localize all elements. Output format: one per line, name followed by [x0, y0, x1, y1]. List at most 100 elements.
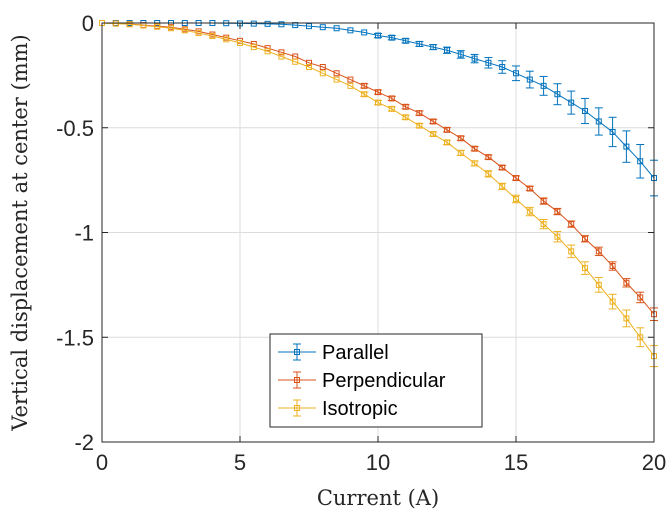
data-point [526, 185, 533, 192]
data-point [540, 221, 547, 228]
data-point [416, 110, 423, 117]
data-point [444, 139, 450, 146]
data-point [499, 164, 506, 171]
data-point [333, 76, 340, 83]
data-point [306, 23, 312, 30]
data-point [347, 27, 354, 34]
data-point [637, 294, 644, 301]
data-point [609, 128, 616, 135]
data-point [595, 281, 602, 288]
data-point [513, 175, 519, 182]
data-point [388, 95, 395, 102]
data-point [319, 70, 326, 77]
data-point [181, 27, 188, 34]
data-point [471, 160, 478, 167]
data-point [333, 25, 340, 32]
legend-item-isotropic: Isotropic [278, 398, 398, 420]
data-point [361, 82, 368, 89]
data-point [347, 82, 354, 89]
data-point [402, 37, 409, 44]
data-point [292, 58, 299, 65]
data-point [582, 235, 588, 242]
data-point [375, 32, 381, 39]
data-point [402, 114, 409, 121]
y-axis-label: Vertical displacement at center (mm) [8, 34, 32, 431]
data-point [582, 265, 588, 272]
data-point [333, 70, 340, 77]
data-point [306, 59, 312, 66]
data-point [637, 334, 644, 341]
data-point [554, 91, 561, 98]
data-point [264, 45, 271, 52]
data-point [526, 76, 533, 83]
data-point [609, 263, 616, 270]
data-point [623, 315, 630, 322]
data-point [457, 149, 464, 156]
data-point [388, 34, 395, 41]
data-point [471, 145, 478, 152]
y-tick-label: 0 [82, 11, 94, 36]
data-point [250, 40, 257, 47]
data-point [250, 20, 257, 27]
legend-label: Parallel [322, 342, 389, 364]
data-point [457, 135, 464, 142]
data-point [361, 29, 368, 36]
data-point [430, 118, 437, 125]
data-point [195, 30, 202, 37]
data-point [485, 170, 492, 177]
data-point [126, 21, 133, 28]
data-point [595, 248, 602, 255]
legend-swatch-marker [294, 405, 300, 411]
data-point [609, 298, 616, 305]
series-layer [99, 20, 658, 368]
x-tick-label: 20 [642, 450, 666, 475]
data-point [595, 118, 602, 125]
x-axis-label: Current (A) [317, 486, 439, 510]
data-point [485, 154, 492, 161]
data-point [250, 44, 257, 51]
x-tick-label: 5 [234, 450, 246, 475]
x-tick-label: 0 [96, 450, 108, 475]
data-point [375, 99, 381, 106]
data-point [264, 48, 271, 55]
series-perpendicular [99, 20, 658, 321]
data-point [485, 59, 492, 66]
legend-label: Isotropic [322, 398, 398, 420]
data-point [471, 55, 478, 62]
legend-swatch-marker [294, 377, 300, 383]
data-point [168, 25, 174, 32]
y-tick-label: -0.5 [56, 116, 94, 141]
data-point [375, 89, 381, 96]
data-point [416, 122, 423, 129]
data-point [237, 39, 243, 46]
series-parallel [99, 20, 658, 197]
data-point [499, 183, 506, 190]
data-point [513, 70, 519, 77]
data-point [623, 279, 630, 286]
data-point [209, 32, 216, 39]
legend-swatch-marker [294, 349, 300, 355]
data-point [278, 49, 285, 56]
data-point [430, 131, 437, 138]
y-tick-label: -2 [74, 430, 94, 455]
data-point [306, 63, 312, 70]
data-point [319, 63, 326, 70]
data-point [568, 99, 575, 106]
legend-item-parallel: Parallel [278, 342, 389, 364]
data-point [540, 82, 547, 89]
x-tick-label: 15 [504, 450, 528, 475]
data-point [416, 40, 423, 47]
data-point [637, 158, 644, 165]
data-point [582, 107, 588, 114]
series-isotropic [99, 20, 658, 368]
data-point [347, 76, 354, 83]
data-point [568, 221, 575, 228]
data-point [112, 20, 119, 27]
legend: Parallel Perpendicular Isotropic [269, 333, 483, 428]
ticks: 0 5 10 15 20 0 -0.5 -1 -1.5 -2 [56, 11, 666, 475]
y-tick-label: -1 [74, 221, 94, 246]
data-point [361, 91, 368, 98]
data-point [499, 63, 506, 70]
